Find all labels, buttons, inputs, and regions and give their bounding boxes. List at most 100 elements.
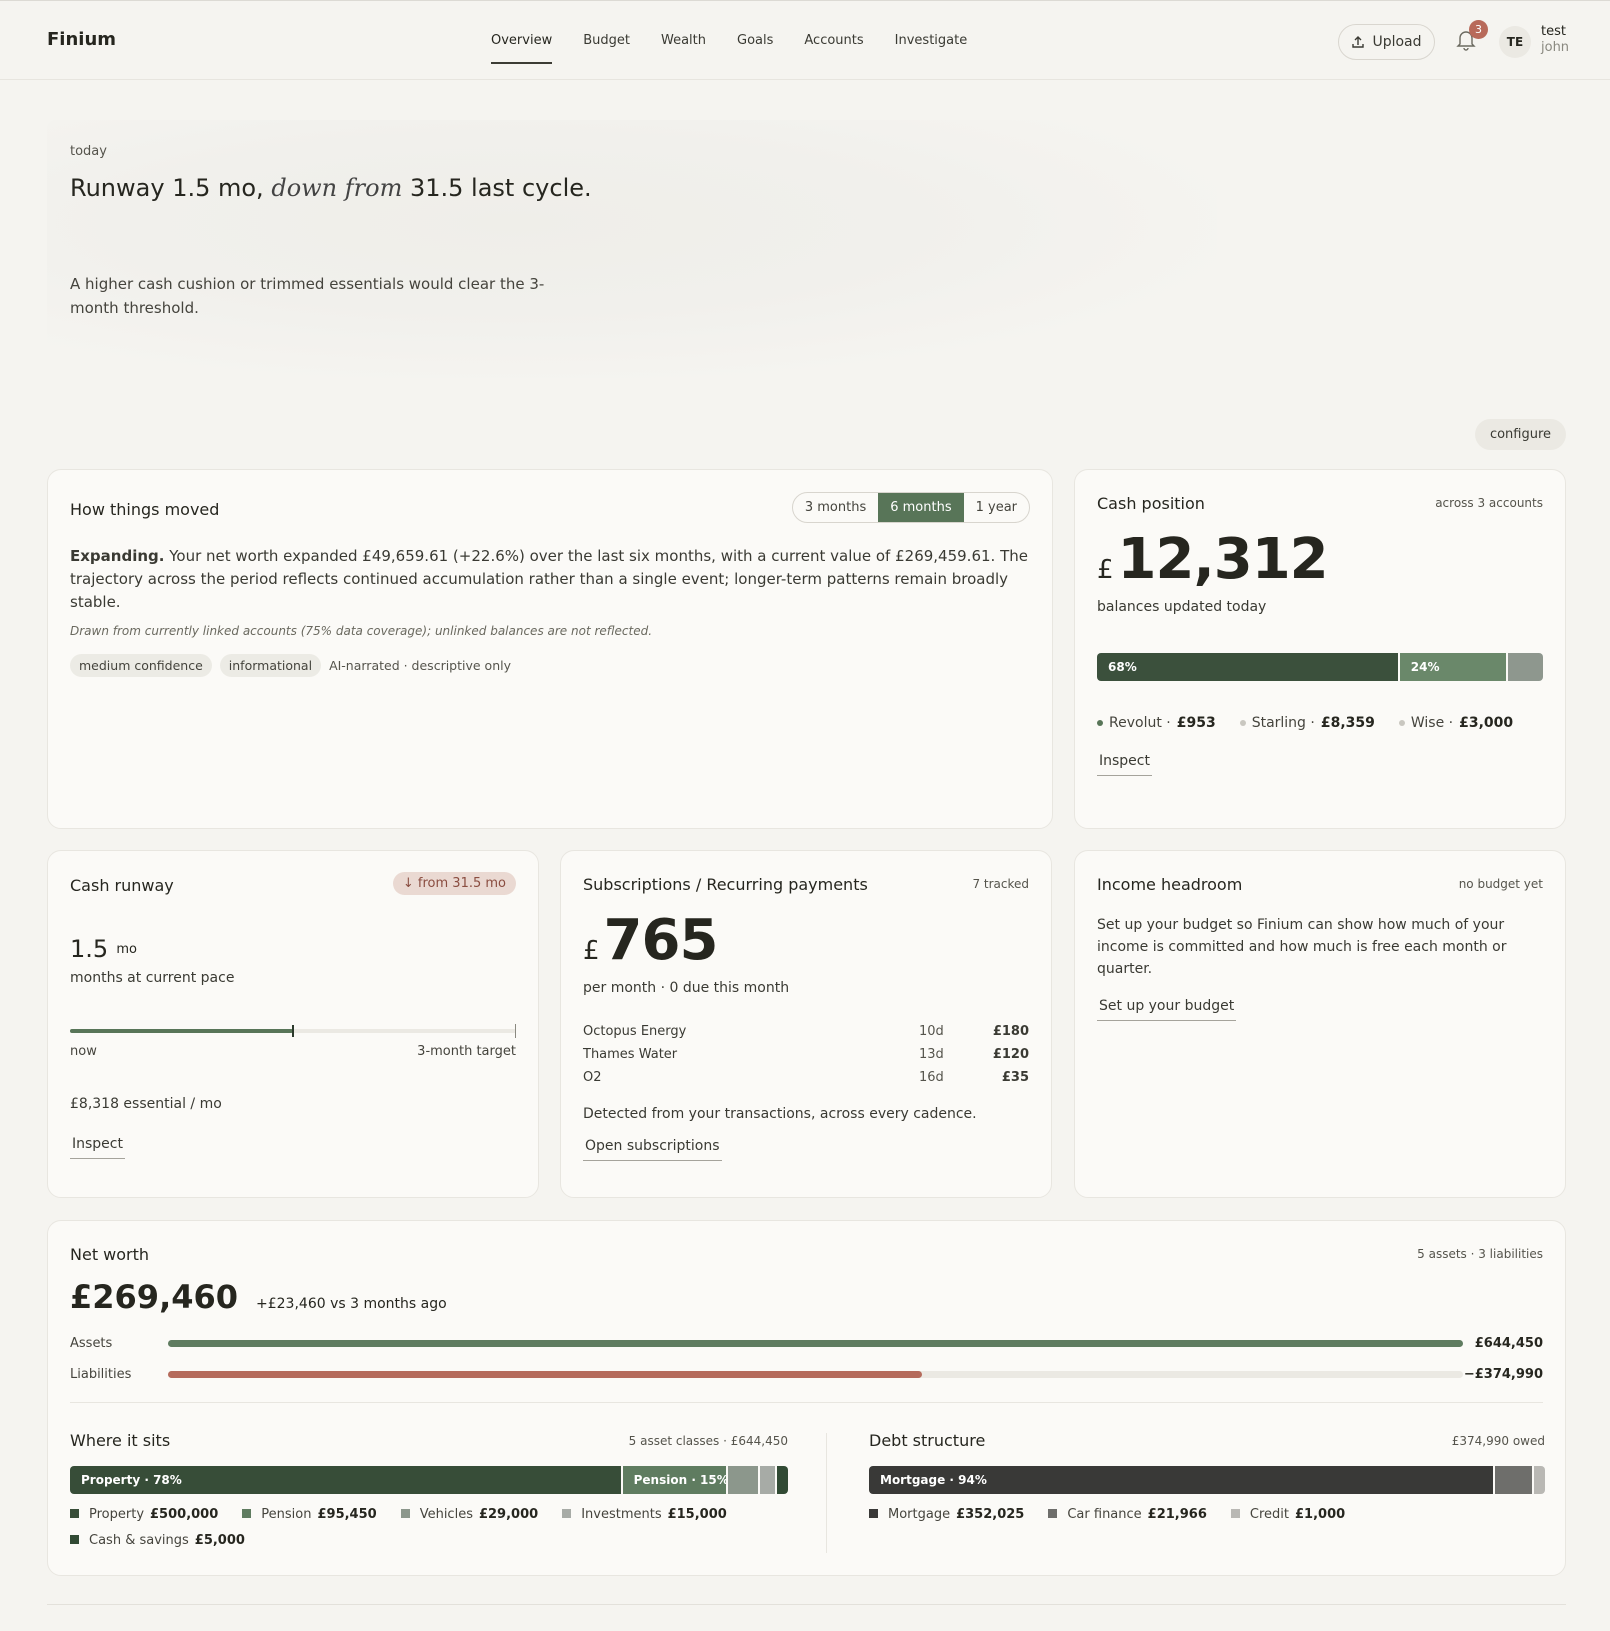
bar-segment	[777, 1466, 788, 1494]
card-meta: no budget yet	[1458, 877, 1543, 891]
configure-button[interactable]: configure	[1475, 419, 1566, 450]
legend-item: Revolut · £953	[1097, 715, 1216, 731]
bar-segment	[1508, 653, 1543, 681]
account-name: Wise ·	[1410, 715, 1454, 731]
legend-dot	[1097, 720, 1103, 726]
section-legend: Property £500,000 Pension £95,450 Vehicles £2…	[70, 1504, 788, 1552]
user-name: test	[1541, 24, 1566, 39]
cash-bar: 68% 24%	[1097, 653, 1543, 681]
section-meta: 5 asset classes · £644,450	[628, 1433, 788, 1448]
legend-name: Pension	[261, 1507, 312, 1522]
currency: £	[583, 936, 600, 966]
nav-link[interactable]: Wealth	[660, 33, 706, 48]
bar-segment	[1534, 1466, 1545, 1494]
legend-swatch	[869, 1509, 878, 1518]
card-title: Subscriptions / Recurring payments	[583, 875, 868, 894]
tag: informational	[219, 654, 322, 677]
brand[interactable]: Finium	[47, 29, 117, 50]
range-option[interactable]: 1 year	[975, 500, 1017, 515]
net-worth-bars: Assets £644,450 Liabilities −£374,990	[70, 1328, 1543, 1390]
tags: medium confidence informational AI-narrate…	[70, 654, 1030, 677]
legend-amount: £1,000	[1295, 1507, 1346, 1522]
avatar[interactable]: TE	[1499, 26, 1531, 58]
lead: Expanding.	[70, 547, 165, 565]
subscription-due: 16d	[919, 1070, 944, 1085]
card-meta: 5 assets · 3 liabilities	[1417, 1247, 1543, 1261]
legend-swatch	[242, 1509, 252, 1518]
net-worth-row: Assets £644,450	[70, 1328, 1543, 1359]
subscription-name: O2	[583, 1070, 602, 1085]
legend-amount: £21,966	[1147, 1507, 1207, 1522]
runway-value: 1.5	[70, 935, 109, 963]
legend-dot	[1398, 720, 1405, 726]
legend-swatch	[562, 1509, 572, 1518]
legend-swatch	[400, 1509, 410, 1518]
legend-dot	[1239, 720, 1246, 726]
nav: Overview Budget Wealth Goals Accounts Investi…	[491, 33, 967, 64]
legend-amount: £95,450	[317, 1507, 377, 1522]
nav-link[interactable]: Accounts	[804, 33, 864, 48]
tag: medium confidence	[70, 654, 212, 677]
note: Detected from your transactions, across …	[583, 1106, 977, 1122]
net-worth-row: Liabilities −£374,990	[70, 1359, 1543, 1390]
target-label: 3-month target	[417, 1044, 516, 1059]
nav-link[interactable]: Budget	[583, 33, 630, 48]
bar-segment: Pension · 15%	[622, 1466, 729, 1494]
section-bar: Mortgage · 94%	[869, 1466, 1545, 1494]
card-meta: 7 tracked	[972, 877, 1029, 891]
row-amount: −£374,990	[1463, 1367, 1543, 1382]
top-bar: Finium Overview Budget Wealth Goals Accounts…	[0, 0, 1610, 80]
inspect-link[interactable]: Inspect	[1097, 753, 1152, 776]
legend-swatch	[70, 1535, 79, 1544]
target-marker	[515, 1024, 516, 1038]
subscription-row: Thames Water 13d £120	[583, 1043, 1029, 1066]
legend-amount: £500,000	[150, 1507, 219, 1522]
subscription-amount: £35	[1001, 1070, 1029, 1085]
subscription-amount: £180	[992, 1024, 1029, 1039]
legend-name: Mortgage	[888, 1507, 951, 1522]
card-title: How things moved	[70, 500, 220, 519]
debt-section: Debt structure £374,990 owed Mortgage · 94…	[869, 1431, 1545, 1526]
upload-icon	[1352, 36, 1365, 48]
legend-item: Vehicles £29,000	[400, 1504, 538, 1526]
caption: months at current pace	[70, 970, 235, 986]
movement-card: How things moved 3 months 6 months 1 year …	[47, 469, 1053, 829]
hero: today Runway 1.5 mo, down from 31.5 last…	[47, 120, 1217, 378]
income-body: Set up your budget so Finium can show ho…	[1097, 917, 1507, 977]
budget-link[interactable]: Set up your budget	[1097, 998, 1237, 1021]
inspect-link[interactable]: Inspect	[70, 1136, 125, 1159]
legend-item: Pension £95,450	[242, 1504, 377, 1526]
subscription-due: 10d	[919, 1024, 944, 1039]
legend-amount: £5,000	[194, 1533, 245, 1548]
section-legend: Mortgage £352,025 Car finance £21,966 Credit…	[869, 1504, 1545, 1526]
legend-item: Mortgage £352,025	[869, 1504, 1024, 1526]
nav-link[interactable]: Goals	[737, 33, 774, 48]
bell-icon[interactable]	[1456, 29, 1476, 51]
legend-item: Wise · £3,000	[1398, 715, 1513, 731]
section-head: Where it sits 5 asset classes · £644,450	[70, 1431, 788, 1450]
account-name: Starling ·	[1251, 715, 1315, 731]
row-bar	[168, 1340, 1463, 1347]
subscription-row: O2 16d £35	[583, 1066, 1029, 1089]
open-link[interactable]: Open subscriptions	[583, 1138, 722, 1161]
range-option[interactable]: 6 months	[878, 493, 964, 522]
legend-swatch	[70, 1509, 79, 1518]
upload-button[interactable]: Upload	[1338, 24, 1435, 60]
headline-lead: Runway 1.5 mo,	[70, 174, 264, 202]
bar-segment	[1494, 1466, 1534, 1494]
legend-item: Cash & savings £5,000	[70, 1530, 245, 1552]
legend-name: Cash & savings	[89, 1533, 189, 1548]
nav-link[interactable]: Investigate	[894, 33, 968, 48]
legend-amount: £15,000	[667, 1507, 727, 1522]
subscription-name: Octopus Energy	[583, 1024, 687, 1039]
nav-link[interactable]: Overview	[491, 33, 553, 64]
net-worth-amount: £269,460	[70, 1278, 239, 1316]
legend-item: Investments £15,000	[562, 1504, 727, 1526]
card-title: Income headroom	[1097, 875, 1243, 894]
body: Your net worth expanded £49,659.61 (+22.…	[70, 547, 1028, 611]
range-option[interactable]: 3 months	[804, 500, 867, 515]
legend-swatch	[1230, 1509, 1240, 1518]
row-label: Assets	[70, 1336, 113, 1351]
